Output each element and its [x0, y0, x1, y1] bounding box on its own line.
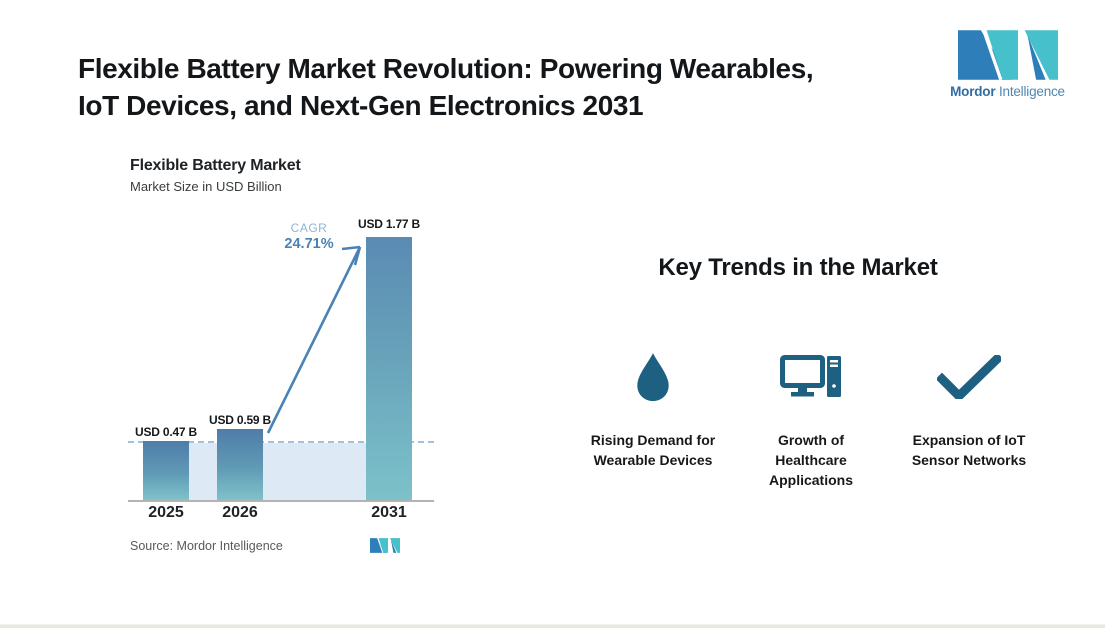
- trend-label: Rising Demand for Wearable Devices: [590, 432, 716, 468]
- trend-item-healthcare: Growth of Healthcare Applications: [736, 348, 886, 490]
- page-title-line1: Flexible Battery Market Revolution: Powe…: [78, 53, 814, 84]
- checkmark-icon: [937, 355, 1001, 399]
- trend-label: Expansion of IoT Sensor Networks: [911, 432, 1027, 468]
- growth-arrow-icon: [266, 245, 362, 434]
- value-label-2025: USD 0.47 B: [134, 425, 198, 439]
- cagr-annotation: CAGR 24.71%: [254, 221, 364, 252]
- chart-subtitle: Market Size in USD Billion: [130, 179, 282, 194]
- brand-name: Mordor Intelligence: [945, 84, 1070, 99]
- x-tick-2026: 2026: [222, 504, 258, 521]
- mordor-logo-small-icon: [370, 538, 400, 553]
- trends-heading: Key Trends in the Market: [658, 254, 938, 281]
- value-label-2026: USD 0.59 B: [208, 413, 272, 427]
- water-drop-icon: [637, 352, 669, 402]
- desktop-computer-icon: [780, 355, 841, 397]
- source-text: Source: Mordor Intelligence: [130, 539, 283, 553]
- page-title: Flexible Battery Market Revolution: Powe…: [78, 50, 938, 124]
- chart-title: Flexible Battery Market: [130, 157, 301, 174]
- bar-2025: [143, 441, 189, 500]
- reference-dashed-line: [128, 441, 434, 443]
- cagr-label: CAGR: [290, 221, 328, 235]
- bottom-edge-strip: [0, 624, 1105, 628]
- brand-logo: Mordor Intelligence: [945, 30, 1070, 99]
- x-tick-2025: 2025: [148, 504, 184, 521]
- bar-2031: [366, 237, 412, 500]
- page-title-line2: IoT Devices, and Next-Gen Electronics 20…: [78, 90, 644, 121]
- value-label-2031: USD 1.77 B: [357, 217, 421, 231]
- x-tick-2031: 2031: [371, 504, 407, 521]
- trend-item-wearables: Rising Demand for Wearable Devices: [578, 348, 728, 490]
- brand-name-bold: Mordor: [950, 84, 996, 99]
- trend-item-iot: Expansion of IoT Sensor Networks: [894, 348, 1044, 490]
- trend-label: Growth of Healthcare Applications: [768, 432, 853, 488]
- bar-2026: [217, 429, 263, 500]
- bar-chart-plot-area: USD 0.47 B USD 0.59 B USD 1.77 B CAGR 24…: [128, 215, 434, 521]
- trends-row: Rising Demand for Wearable Devices Growt…: [578, 348, 1044, 490]
- cagr-value: 24.71%: [284, 236, 334, 252]
- mordor-logo-icon: [957, 30, 1058, 80]
- x-axis-line: [128, 500, 434, 502]
- brand-name-regular: Intelligence: [998, 84, 1065, 99]
